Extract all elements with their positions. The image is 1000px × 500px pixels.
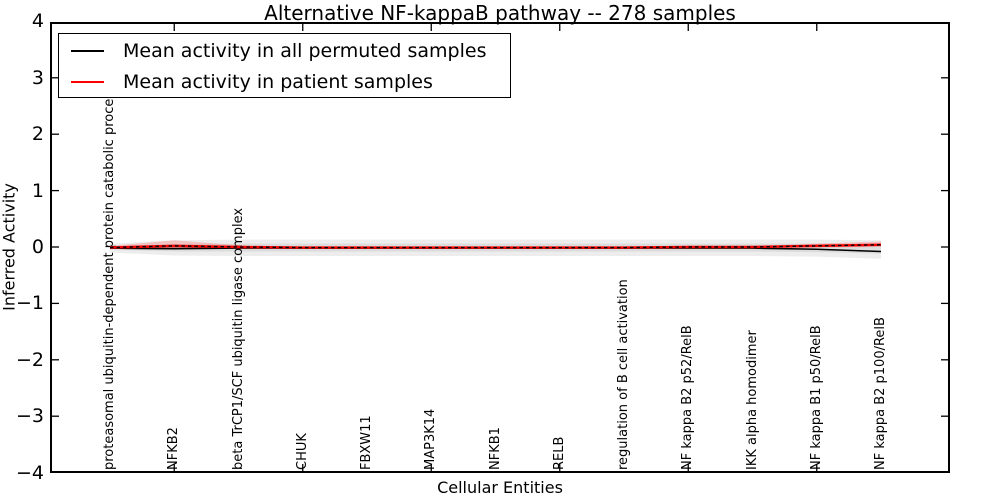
band bbox=[110, 240, 881, 249]
x-category-label: CHUK bbox=[294, 433, 310, 470]
x-category-label: NFKB1 bbox=[487, 427, 503, 470]
series-line bbox=[109, 244, 882, 249]
chart-title: Alternative NF-kappaB pathway -- 278 sam… bbox=[264, 1, 736, 25]
x-category-label: NF kappa B2 p100/RelB bbox=[873, 317, 888, 470]
band bbox=[110, 243, 881, 254]
x-category-label: NFKB2 bbox=[166, 427, 182, 470]
y-tick-label: −1 bbox=[15, 292, 44, 315]
legend-label: Mean activity in all permuted samples bbox=[123, 39, 487, 62]
x-category-label: RELB bbox=[551, 436, 567, 470]
y-tick-label: 3 bbox=[31, 66, 44, 89]
y-tick-label: 0 bbox=[31, 236, 44, 258]
band bbox=[110, 239, 881, 259]
series-line bbox=[109, 247, 882, 253]
legend-label: Mean activity in patient samples bbox=[123, 70, 433, 93]
y-tick-label: 2 bbox=[31, 123, 44, 146]
y-tick-label: −2 bbox=[15, 348, 44, 371]
plot-area: proteasomal ubiquitin-dependent protein … bbox=[50, 22, 950, 473]
y-tick-label: −4 bbox=[15, 461, 44, 484]
x-category-label: regulation of B cell activation bbox=[616, 279, 631, 470]
y-tick-label: 4 bbox=[31, 10, 44, 33]
series-line bbox=[109, 243, 882, 249]
legend-item-patient: Mean activity in patient samples bbox=[59, 66, 510, 97]
x-category-label: beta TrCP1/SCF ubiquitin ligase complex bbox=[230, 207, 246, 470]
x-category-label: NF kappa B2 p52/RelB bbox=[680, 325, 696, 470]
legend-item-permuted: Mean activity in all permuted samples bbox=[59, 35, 510, 66]
x-category-label: IKK alpha homodimer bbox=[744, 330, 760, 470]
x-category-label: MAP3K14 bbox=[423, 408, 439, 470]
y-tick-label: −3 bbox=[15, 405, 44, 428]
permuted-line-swatch bbox=[71, 49, 104, 52]
y-tick-label: 1 bbox=[31, 179, 44, 202]
legend: Mean activity in all permuted samples Me… bbox=[58, 33, 511, 98]
x-category-label: NF kappa B1 p50/RelB bbox=[808, 325, 824, 470]
x-category-label: FBXW11 bbox=[359, 415, 374, 470]
x-category-label: proteasomal ubiquitin-dependent protein … bbox=[102, 85, 117, 470]
patient-line-swatch bbox=[71, 80, 104, 83]
x-axis-label: Cellular Entities bbox=[437, 478, 563, 497]
